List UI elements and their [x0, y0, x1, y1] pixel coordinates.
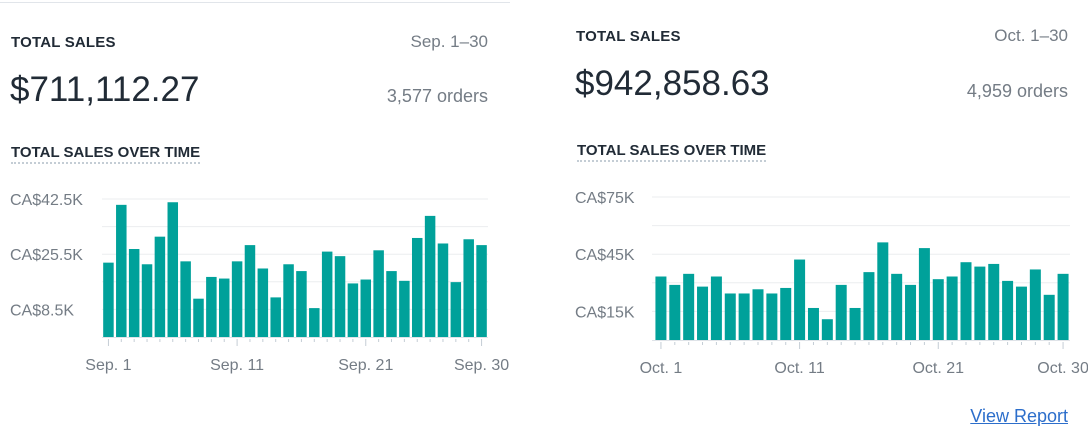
bar-day-3 — [128, 249, 140, 337]
bar-day-9 — [766, 293, 778, 340]
bar-day-2 — [116, 204, 127, 337]
x-tick-label: Oct. 30 — [1037, 360, 1088, 377]
left-date-range: Sep. 1–30 — [410, 32, 488, 51]
x-tick-label: Oct. 1 — [640, 360, 683, 377]
bar-day-10 — [780, 287, 792, 340]
bar-day-22 — [946, 276, 958, 340]
right-chart-title[interactable]: TOTAL SALES OVER TIME — [577, 142, 767, 162]
left-total-sales-title: TOTAL SALES — [11, 34, 116, 51]
bar-day-18 — [321, 251, 333, 337]
view-report-link[interactable]: View Report — [970, 406, 1068, 426]
bar-day-8 — [193, 298, 204, 337]
bar-day-12 — [244, 245, 256, 337]
bar-day-24 — [974, 266, 986, 340]
bar-day-22 — [373, 250, 384, 337]
bar-day-25 — [411, 237, 423, 337]
bar-day-10 — [218, 278, 230, 337]
right-sales-bar-chart: CA$75K CA$45K CA$15K Oct. 1 Oct. 11 Oct. 21 Oc… — [575, 190, 1088, 377]
bar-day-16 — [296, 271, 307, 337]
bar-day-12 — [807, 307, 819, 340]
bar-day-19 — [905, 284, 917, 340]
bar-day-14 — [270, 297, 281, 337]
y-tick-label: CA$15K — [575, 304, 635, 321]
bar-day-21 — [932, 279, 944, 340]
left-orders-count: 3,577 orders — [386, 86, 488, 106]
x-tick-label: Sep. 21 — [338, 357, 393, 374]
bar-day-14 — [835, 284, 847, 340]
bar-day-20 — [918, 248, 930, 340]
right-total-sales-title: TOTAL SALES — [576, 28, 681, 45]
right-orders-count: 4,959 orders — [966, 81, 1068, 101]
bar-day-1 — [103, 262, 114, 337]
right-date-range: Oct. 1–30 — [994, 26, 1068, 45]
y-tick-label: CA$8.5K — [10, 302, 74, 319]
left-sales-bar-chart: CA$42.5K CA$25.5K CA$8.5K Sep. 1 Sep. 11 Sep.… — [10, 192, 509, 374]
right-total-amount: $942,858.63 — [575, 64, 770, 103]
bar-day-24 — [399, 280, 410, 337]
bar-day-17 — [877, 242, 889, 340]
y-tick-label: CA$42.5K — [10, 192, 83, 209]
bar-day-3 — [683, 273, 695, 340]
bar-day-27 — [1015, 286, 1027, 340]
bar-day-7 — [738, 293, 750, 340]
y-tick-label: CA$75K — [575, 190, 635, 207]
bar-day-2 — [669, 284, 681, 340]
bar-day-15 — [849, 307, 861, 340]
bar-day-30 — [476, 245, 487, 337]
card-top-border — [0, 2, 510, 3]
bar-day-9 — [206, 276, 217, 337]
bar-day-21 — [360, 279, 372, 337]
bar-day-26 — [1002, 280, 1014, 340]
bar-day-29 — [1043, 294, 1055, 340]
bar-day-28 — [450, 282, 462, 337]
bar-day-23 — [960, 262, 972, 340]
x-tick-label: Sep. 30 — [454, 357, 509, 374]
bar-day-15 — [283, 264, 294, 337]
x-tick-label: Oct. 21 — [912, 360, 964, 377]
bar-day-13 — [257, 268, 269, 337]
bar-day-4 — [141, 264, 153, 337]
bar-day-16 — [863, 272, 875, 340]
bar-day-8 — [752, 289, 764, 340]
bar-day-5 — [154, 236, 166, 337]
bar-day-7 — [180, 261, 191, 337]
x-tick-label: Sep. 1 — [85, 357, 131, 374]
left-total-amount: $711,112.27 — [10, 70, 200, 109]
bar-day-26 — [424, 215, 436, 337]
bar-day-27 — [437, 243, 449, 337]
bar-day-30 — [1057, 273, 1069, 340]
left-chart-title[interactable]: TOTAL SALES OVER TIME — [11, 144, 201, 164]
bar-day-11 — [231, 261, 243, 337]
bar-day-25 — [988, 263, 1000, 340]
bar-day-13 — [821, 319, 833, 340]
x-tick-label: Oct. 11 — [774, 360, 824, 377]
bar-day-6 — [724, 293, 736, 340]
bar-day-28 — [1029, 269, 1041, 340]
bar-day-4 — [697, 286, 709, 340]
bar-day-20 — [347, 283, 359, 337]
y-tick-label: CA$45K — [575, 247, 635, 264]
bar-day-1 — [655, 276, 667, 340]
bar-day-11 — [794, 259, 806, 340]
bar-day-18 — [891, 273, 903, 340]
bar-day-5 — [710, 276, 722, 340]
bar-day-17 — [309, 308, 320, 337]
y-tick-label: CA$25.5K — [10, 247, 83, 264]
bar-day-19 — [334, 256, 346, 337]
bar-day-23 — [386, 271, 397, 337]
x-tick-label: Sep. 11 — [210, 357, 264, 374]
bar-day-29 — [463, 239, 474, 337]
bar-day-6 — [167, 202, 179, 337]
